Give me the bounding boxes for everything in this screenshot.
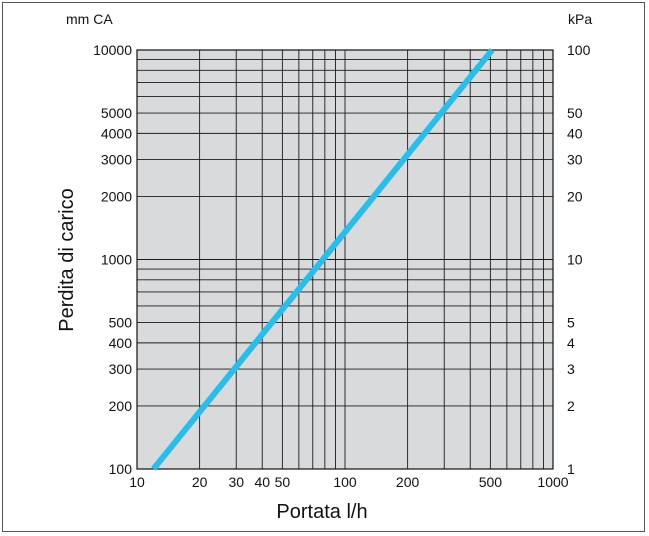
x-tick-label: 100 xyxy=(333,474,357,490)
y-tick-label-right: 5 xyxy=(567,315,575,331)
y-unit-left: mm CA xyxy=(66,11,113,27)
y-tick-label-right: 2 xyxy=(567,398,575,414)
x-tick-label: 50 xyxy=(275,474,291,490)
x-axis-title: Portata l/h xyxy=(276,501,367,523)
y-tick-label-left: 10000 xyxy=(93,42,132,58)
series-group xyxy=(151,48,495,471)
y-tick-label-right: 50 xyxy=(567,105,583,121)
y-axis-title: Perdita di carico xyxy=(56,188,78,331)
grid-lines xyxy=(137,50,553,469)
y-tick-label-left: 3000 xyxy=(101,152,132,168)
y-tick-label-right: 10 xyxy=(567,252,583,268)
x-tick-label: 10 xyxy=(129,474,145,490)
x-tick-label: 40 xyxy=(254,474,270,490)
y-tick-label-right: 40 xyxy=(567,125,583,141)
y-tick-label-left: 5000 xyxy=(101,105,132,121)
x-tick-label: 200 xyxy=(396,474,420,490)
chart-frame xyxy=(2,2,645,532)
x-tick-label: 20 xyxy=(192,474,208,490)
tick-labels: 10 20 30 40 50 100 200 500 1000 100 200 300 400 500 10… xyxy=(93,42,591,490)
y-tick-label-left: 300 xyxy=(109,361,133,377)
y-tick-label-left: 2000 xyxy=(101,188,132,204)
y-tick-label-left: 1000 xyxy=(101,252,132,268)
y-tick-label-right: 30 xyxy=(567,152,583,168)
y-tick-label-right: 4 xyxy=(567,335,575,351)
y-tick-label-left: 400 xyxy=(109,335,133,351)
y-tick-label-left: 500 xyxy=(109,315,133,331)
series-line xyxy=(151,48,495,471)
plot-border xyxy=(136,49,554,470)
y-tick-label-right: 100 xyxy=(567,42,591,58)
x-tick-label: 1000 xyxy=(537,474,568,490)
y-unit-right: kPa xyxy=(568,11,592,27)
x-tick-label: 30 xyxy=(228,474,244,490)
y-tick-label-left: 4000 xyxy=(101,125,132,141)
x-tick-label: 500 xyxy=(479,474,503,490)
y-tick-label-left: 200 xyxy=(109,398,133,414)
y-tick-label-right: 20 xyxy=(567,188,583,204)
y-tick-label-right: 1 xyxy=(567,461,575,477)
y-tick-label-right: 3 xyxy=(567,361,575,377)
y-tick-label-left: 100 xyxy=(109,461,133,477)
